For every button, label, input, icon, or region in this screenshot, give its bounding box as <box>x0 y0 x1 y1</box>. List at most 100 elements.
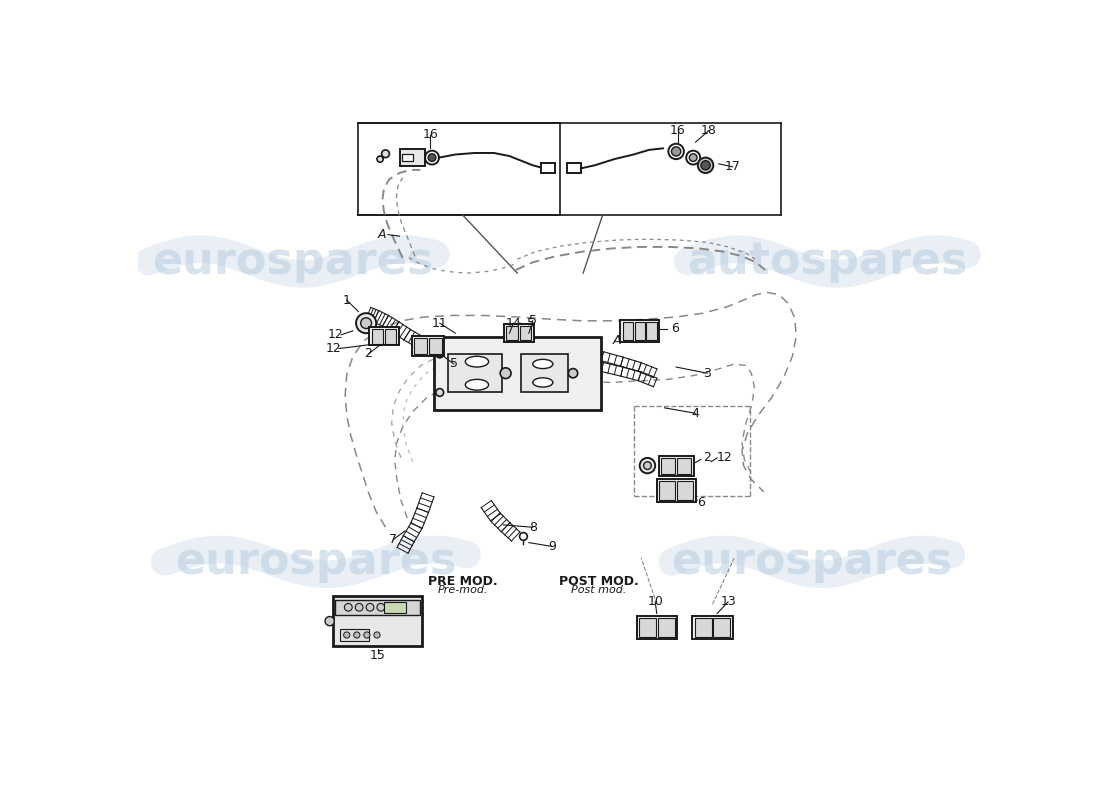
Text: A: A <box>613 334 620 347</box>
Circle shape <box>697 158 713 173</box>
Bar <box>647 322 657 340</box>
Circle shape <box>356 313 376 333</box>
Bar <box>429 338 442 354</box>
Bar <box>676 458 691 474</box>
Circle shape <box>671 147 681 156</box>
Text: 4: 4 <box>692 406 700 420</box>
Bar <box>521 354 568 393</box>
Bar <box>623 322 632 340</box>
Circle shape <box>382 150 389 158</box>
Text: A: A <box>377 228 386 241</box>
Circle shape <box>343 632 350 638</box>
Text: 9: 9 <box>548 540 557 553</box>
Text: eurospares: eurospares <box>671 540 953 583</box>
Bar <box>661 458 675 474</box>
Text: 1: 1 <box>343 294 351 306</box>
Circle shape <box>500 368 512 378</box>
Text: 5: 5 <box>450 358 458 370</box>
Text: 11: 11 <box>432 317 448 330</box>
Bar <box>695 618 712 637</box>
Bar <box>692 616 733 639</box>
Circle shape <box>354 632 360 638</box>
Bar <box>541 163 556 174</box>
Text: eurospares: eurospares <box>152 240 433 283</box>
Text: 15: 15 <box>370 650 386 662</box>
Bar <box>384 602 406 613</box>
Ellipse shape <box>465 379 488 390</box>
Text: 13: 13 <box>720 595 736 608</box>
Bar <box>658 618 674 637</box>
Bar <box>333 596 422 646</box>
Text: 5: 5 <box>529 314 537 327</box>
Text: 10: 10 <box>647 595 663 608</box>
Text: 6: 6 <box>697 496 705 509</box>
Text: autospares: autospares <box>688 240 968 283</box>
Circle shape <box>366 603 374 611</box>
Bar <box>415 338 427 354</box>
Bar <box>639 618 656 637</box>
Text: PRE MOD.: PRE MOD. <box>428 574 498 587</box>
Text: 2: 2 <box>703 451 711 464</box>
Text: 12: 12 <box>717 451 733 464</box>
Bar <box>519 326 531 340</box>
Bar <box>659 481 675 500</box>
Circle shape <box>669 144 684 159</box>
Text: 12: 12 <box>326 342 341 355</box>
Text: 8: 8 <box>529 521 537 534</box>
Circle shape <box>377 603 385 611</box>
Bar <box>635 322 645 340</box>
Bar <box>620 320 659 342</box>
Text: Post mod.: Post mod. <box>571 586 626 595</box>
Bar <box>402 154 412 162</box>
Text: 17: 17 <box>725 160 740 174</box>
Bar <box>385 329 396 343</box>
Text: 5: 5 <box>527 317 536 330</box>
Text: 18: 18 <box>701 124 716 137</box>
Circle shape <box>569 369 578 378</box>
Bar <box>659 455 694 476</box>
Bar <box>657 478 695 502</box>
Circle shape <box>701 161 711 170</box>
Circle shape <box>436 389 443 396</box>
Circle shape <box>361 318 372 329</box>
Text: 6: 6 <box>671 322 679 335</box>
Bar <box>340 629 370 641</box>
Text: POST MOD.: POST MOD. <box>559 574 638 587</box>
Circle shape <box>326 617 334 626</box>
Circle shape <box>644 462 651 470</box>
Text: 7: 7 <box>389 533 397 546</box>
Ellipse shape <box>532 378 553 387</box>
Circle shape <box>686 150 701 165</box>
Bar <box>448 354 502 393</box>
Circle shape <box>690 154 697 162</box>
Circle shape <box>640 458 656 474</box>
Text: 16: 16 <box>422 128 438 141</box>
Bar <box>676 481 693 500</box>
Bar <box>504 324 534 342</box>
Ellipse shape <box>465 356 488 367</box>
Circle shape <box>364 632 370 638</box>
Circle shape <box>425 150 439 165</box>
Text: 14: 14 <box>506 317 521 330</box>
Circle shape <box>344 603 352 611</box>
Bar <box>713 618 730 637</box>
Bar <box>433 337 601 410</box>
Circle shape <box>436 350 443 358</box>
Text: 2: 2 <box>364 347 373 361</box>
Circle shape <box>519 533 527 540</box>
Circle shape <box>377 156 383 162</box>
Bar <box>336 599 420 615</box>
Circle shape <box>428 154 436 162</box>
Bar <box>400 149 425 166</box>
Bar <box>372 329 383 343</box>
Text: 12: 12 <box>328 328 343 341</box>
Text: eurospares: eurospares <box>175 540 456 583</box>
Circle shape <box>355 603 363 611</box>
Circle shape <box>374 632 381 638</box>
Bar <box>637 616 676 639</box>
Text: 3: 3 <box>703 366 711 380</box>
Ellipse shape <box>532 359 553 369</box>
Bar <box>370 327 398 346</box>
Bar <box>411 336 444 356</box>
Bar <box>566 163 581 174</box>
